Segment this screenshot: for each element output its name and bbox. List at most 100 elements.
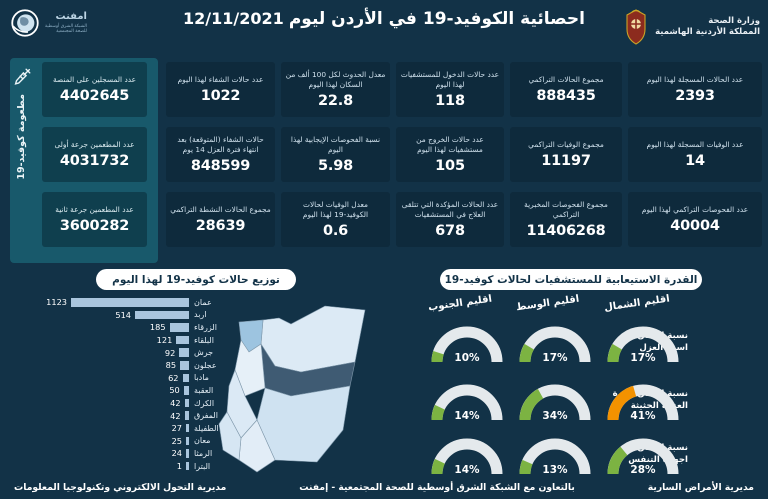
bar-category-label: الطفيلة [194,423,219,433]
bar-fill [186,461,189,471]
governorate-bar-chart: عمان 1123 اربد 514 الزرقاء 185 البلقاء 121 جرش 92… [0,296,250,472]
bar-value-label: 25 [171,435,182,446]
stat-value: 11406268 [526,222,606,239]
bar-fill [183,386,189,395]
gauge-percent-label: 34% [542,410,568,422]
bar-fill [169,323,189,332]
stat-value: 888435 [536,87,596,104]
bar-fill [176,335,189,345]
vaccine-card-value: 4402645 [59,87,130,104]
stat-label: عدد الحالات المسجلة لهذا اليوم [646,75,744,84]
stat-label: عدد حالات الخروج من مستشفيات لهذا اليوم [416,135,484,154]
stat-card-hospital-admissions: عدد حالات الدخول للمستشفيات لهذا اليوم 1… [396,62,504,117]
vaccine-card-second-dose: عدد المطعمين جرعة ثانية 3600282 [42,192,147,247]
bar-value-label: 42 [170,398,181,409]
stat-card-total-deaths: مجموع الوفيات التراكمي 11197 [510,127,622,182]
stat-label: نسبة الفحوصات الإيجابية لهذا اليوم [290,135,381,154]
bar-row: المفرق 42 [0,409,250,422]
bar-category-label: البترا [194,461,211,471]
emfnet-text: امفنت الشبكة الشرق أوسطية للصحة المجتمعي… [45,11,87,35]
gauge-arc [431,438,503,475]
bar-category-label: العقبة [194,385,214,395]
stat-label: مجموع الحالات النشطة التراكمي [170,205,271,214]
bar-value-label: 1123 [46,297,67,308]
stat-label: مجموع الوفيات التراكمي [528,140,604,149]
gauge-percent-label: 28% [630,464,656,476]
ministry-text: وزارة الصحة المملكة الأردنية الهاشمية [655,16,760,39]
bar-chart-title: توزيع حالات كوفيد-19 لهذا اليوم [96,269,296,290]
gauge-arc [519,384,591,421]
gauge: 14% [428,380,506,424]
bar-value-label: 514 [115,309,131,320]
stat-value: 105 [435,157,465,174]
bar-value-label: 1 [176,461,182,472]
bar-row: البترا 1 [0,460,250,473]
bar-fill [182,373,189,383]
bar-fill [186,436,189,446]
stat-label: حالات الشفاء (المتوقعة) بعد انتهاء فترة … [177,135,264,154]
gauge-percent-label: 17% [542,352,568,364]
gauge-arc [431,326,503,363]
stat-label: عدد الوفيات المسجلة لهذا اليوم [646,140,744,149]
stat-value: 848599 [190,157,251,174]
stat-value: 2393 [675,87,715,104]
syringe-icon [14,68,30,85]
gauge-section-title: القدرة الاستيعابية للمستشفيات لحالات كوف… [440,269,702,290]
stat-value: 22.8 [318,92,353,109]
header: امفنت الشبكة الشرق أوسطية للصحة المجتمعي… [0,0,768,48]
footer-center: بالتعاون مع الشبكة الشرق أوسطية للصحة ال… [299,482,575,493]
gauge-arc [607,438,679,475]
gauge-percent-label: 41% [630,410,656,422]
bar-value-label: 92 [164,347,176,358]
stat-value: 28639 [195,217,246,234]
bar-row: الطفيلة 27 [0,422,250,435]
gauge-arc [519,326,591,363]
stat-label: مجموع الحالات التراكمي [528,75,604,84]
emfnet-name: امفنت [55,11,87,23]
vaccine-card-value: 3600282 [59,217,130,234]
stat-card-new-cases: عدد الحالات المسجلة لهذا اليوم 2393 [628,62,762,117]
gauge: 13% [516,434,594,478]
gauge: 41% [604,380,682,424]
vaccine-vertical-label: مطعومة كوفيد-19 [16,94,27,180]
stat-card-new-deaths: عدد الوفيات المسجلة لهذا اليوم 14 [628,127,762,182]
bar-category-label: عمان [194,297,212,307]
emfnet-sub2: للصحة المجتمعية [56,29,87,35]
footer-left: مديرية التحول الالكتروني وتكنولوجيا المع… [14,482,227,493]
stat-card-discharges: عدد حالات الخروج من مستشفيات لهذا اليوم … [396,127,504,182]
gauge: 17% [516,322,594,366]
vaccine-card-value: 4031732 [59,152,130,169]
bar-row: الزرقاء 185 [0,321,250,334]
gauge-arc [607,326,679,363]
stat-card-tests-today: عدد الفحوصات التراكمي لهذا اليوم 40004 [628,192,762,247]
gauge-percent-label: 10% [454,352,480,364]
ministry-line-1: وزارة الصحة [708,15,760,26]
stat-card-expected-recoveries: حالات الشفاء (المتوقعة) بعد انتهاء فترة … [166,127,275,182]
bar-category-label: البلقاء [194,335,214,345]
bar-fill [184,411,189,420]
stat-value: 40004 [670,217,720,234]
title-text: احصائية الكوفيد-19 في الأردن ليوم [288,9,586,29]
jordan-map [218,305,366,473]
bar-category-label: معان [194,436,211,446]
stat-label: عدد الحالات المؤكدة التي تتلقى العلاج في… [401,200,499,219]
bar-fill [186,449,189,458]
stat-label: عدد حالات الشفاء لهذا اليوم [177,75,264,84]
jordan-coat-of-arms-icon [626,9,646,45]
emfnet-logo-block: امفنت الشبكة الشرق أوسطية للصحة المجتمعي… [10,8,87,38]
bar-row: معان 25 [0,435,250,448]
gauge-row-label-line2: العناية الحثيثة [630,401,688,412]
bar-fill [71,298,189,307]
gauge-percent-label: 17% [630,352,656,364]
bar-value-label: 121 [156,335,173,346]
title-date: 12/11/2021 [182,9,284,28]
stat-value: 0.6 [322,222,349,239]
stat-card-active-cases: مجموع الحالات النشطة التراكمي 28639 [166,192,275,247]
gauge: 14% [428,434,506,478]
bar-category-label: الكرك [194,398,215,408]
gauge-row-label-line2: اجهزة التنفس [628,455,688,466]
bar-row: البلقاء 121 [0,334,250,347]
vaccine-card-label: عدد المسجلين على المنصة [52,75,137,84]
vaccine-card-registered: عدد المسجلين على المنصة 4402645 [42,62,147,117]
